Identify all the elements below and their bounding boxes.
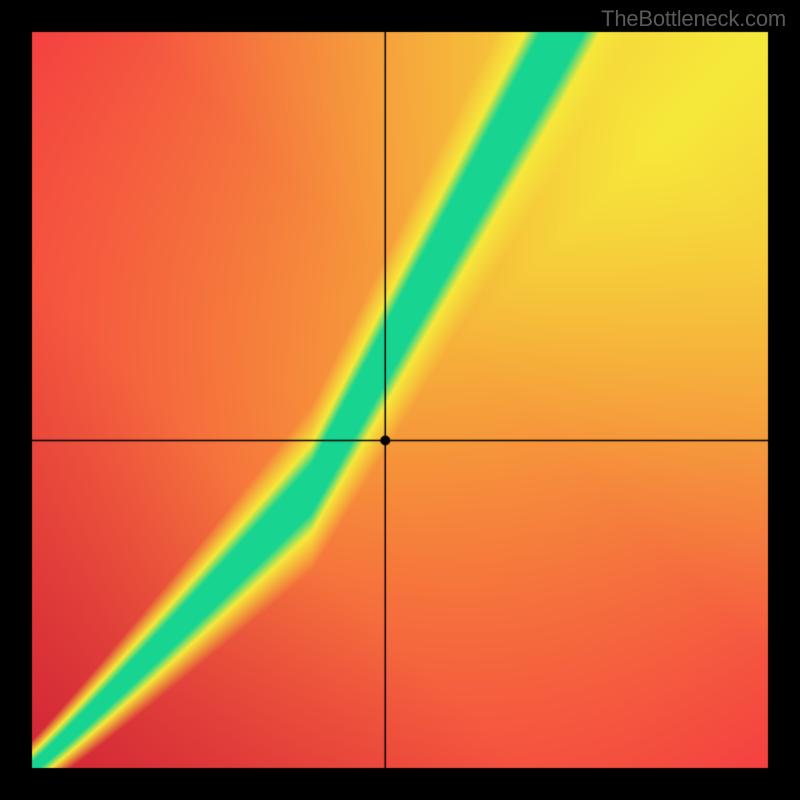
watermark-label: TheBottleneck.com <box>601 6 786 32</box>
heatmap-canvas <box>0 0 800 800</box>
chart-container: TheBottleneck.com <box>0 0 800 800</box>
